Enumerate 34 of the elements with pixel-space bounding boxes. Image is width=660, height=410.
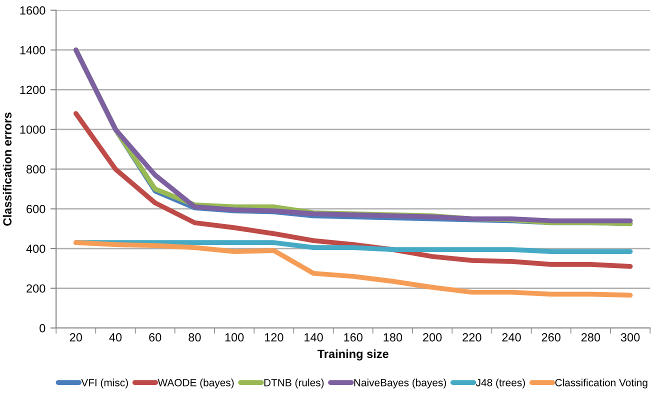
x-tick-label: 180 — [384, 333, 402, 342]
y-tick-label: 800 — [26, 165, 46, 174]
x-tick-label: 100 — [225, 333, 244, 342]
x-axis-title: Training size — [317, 349, 388, 360]
y-tick-label: 1600 — [20, 6, 46, 15]
y-tick-label: 1000 — [20, 125, 46, 134]
x-tick-label: 200 — [423, 333, 442, 342]
x-tick-label: 120 — [264, 333, 284, 342]
y-tick-label: 0 — [40, 324, 46, 332]
legend-label: Classification Voting — [555, 378, 648, 388]
y-axis-title: Classification errors — [2, 112, 12, 226]
x-tick-label: 20 — [70, 333, 82, 342]
x-tick-label: 60 — [149, 333, 162, 342]
legend-label: DTNB (rules) — [264, 378, 324, 388]
legend-label: WAODE (bayes) — [158, 378, 234, 388]
legend-label: VFI (misc) — [81, 378, 128, 388]
line-series — [73, 240, 633, 298]
x-tick-label: 240 — [502, 333, 521, 342]
legend-label: NaiveBayes (bayes) — [354, 378, 446, 388]
x-tick-label: 280 — [581, 333, 600, 342]
x-tick-label: 160 — [344, 333, 362, 342]
y-tick-label: 1200 — [20, 86, 46, 94]
x-tick-label: 40 — [109, 333, 122, 342]
x-tick-label: 140 — [304, 333, 323, 342]
y-tick-label: 400 — [26, 244, 46, 253]
y-tick-label: 600 — [26, 204, 46, 214]
legend-label: J48 (trees) — [476, 378, 525, 388]
y-tick-label: 200 — [26, 284, 46, 293]
x-tick-label: 220 — [462, 333, 482, 342]
x-tick-label: 300 — [620, 333, 640, 342]
x-tick-label: 260 — [542, 333, 560, 342]
line-series — [73, 111, 633, 269]
x-tick-label: 80 — [188, 333, 201, 342]
y-tick-label: 1400 — [20, 46, 46, 54]
